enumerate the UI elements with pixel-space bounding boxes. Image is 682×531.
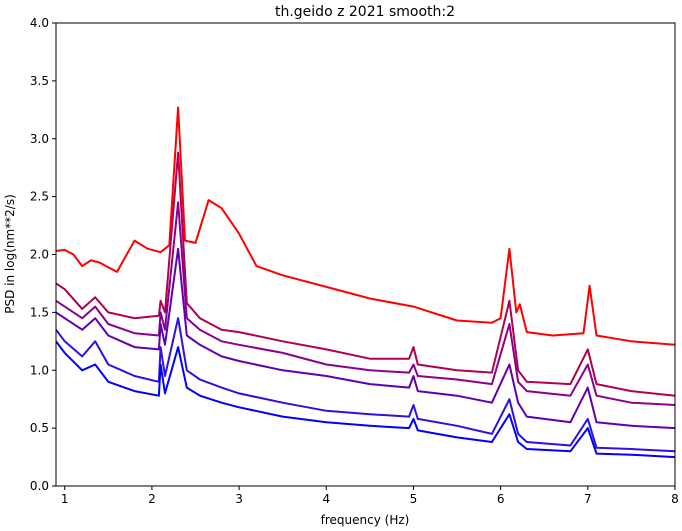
series-line-6 xyxy=(55,340,676,459)
x-axis-label: frequency (Hz) xyxy=(321,513,410,527)
y-tick-label: 4.0 xyxy=(30,16,49,30)
y-tick-label: 0.5 xyxy=(30,421,49,435)
y-tick-label: 3.5 xyxy=(30,74,49,88)
y-tick-label: 1.0 xyxy=(30,363,49,377)
x-tick-label: 8 xyxy=(671,492,679,506)
series-line-5 xyxy=(55,317,676,453)
x-tick-label: 2 xyxy=(148,492,156,506)
series-line-4 xyxy=(55,247,676,430)
y-tick-label: 0.0 xyxy=(30,479,49,493)
y-axis-ticks: 0.0 0.5 1.0 1.5 2.0 2.5 3.0 3.5 4.0 xyxy=(30,16,56,493)
y-tick-label: 2.5 xyxy=(30,190,49,204)
y-tick-label: 1.5 xyxy=(30,305,49,319)
x-tick-label: 6 xyxy=(497,492,505,506)
x-tick-label: 4 xyxy=(322,492,330,506)
plot-frame xyxy=(55,22,676,487)
x-tick-label: 7 xyxy=(584,492,592,506)
chart-title: th.geido z 2021 smooth:2 xyxy=(275,4,455,20)
x-axis-ticks: 1 2 3 4 5 6 7 8 xyxy=(61,486,679,506)
y-tick-label: 3.0 xyxy=(30,132,49,146)
x-tick-label: 1 xyxy=(61,492,69,506)
x-tick-label: 5 xyxy=(410,492,418,506)
series-layer xyxy=(55,106,676,459)
y-tick-label: 2.0 xyxy=(30,248,49,262)
series-line-2 xyxy=(55,151,676,397)
x-tick-label: 3 xyxy=(235,492,243,506)
series-line-3 xyxy=(55,201,676,406)
y-axis-label: PSD in log(nm**2/s) xyxy=(3,194,17,314)
series-line-1 xyxy=(55,106,676,346)
